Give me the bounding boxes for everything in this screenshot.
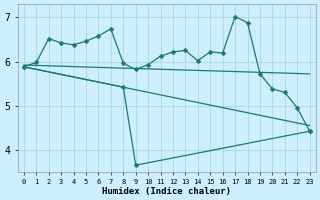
X-axis label: Humidex (Indice chaleur): Humidex (Indice chaleur) xyxy=(102,187,231,196)
